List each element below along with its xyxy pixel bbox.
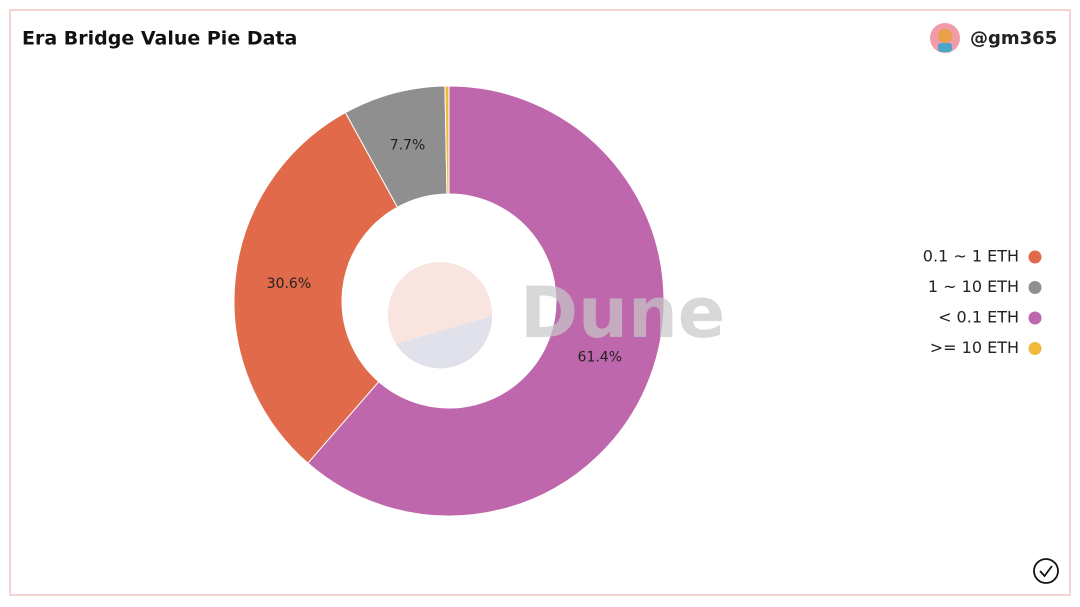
legend-swatch [1028, 342, 1042, 355]
legend-label: 1 ~ 10 ETH [928, 277, 1019, 296]
slice-label: 61.4% [578, 349, 622, 365]
watermark-logo [387, 262, 493, 369]
legend-swatch [1028, 311, 1042, 325]
slice [307, 85, 665, 517]
donut: 61.4% 30.6% 7.7% [233, 85, 665, 517]
legend: 0.1 ~ 1 ETH 1 ~ 10 ETH < 0.1 ETH >= 10 ETH [923, 247, 1042, 357]
legend-label: < 0.1 ETH [938, 308, 1019, 327]
slice-label: 7.7% [390, 137, 426, 153]
slice-label: 30.6% [267, 276, 311, 292]
user-name[interactable]: @gm365 [970, 28, 1057, 49]
check-icon[interactable] [1033, 558, 1059, 584]
legend-label: 0.1 ~ 1 ETH [923, 247, 1019, 266]
avatar [930, 23, 960, 53]
legend-swatch [1028, 250, 1042, 264]
watermark: Dune [520, 272, 725, 354]
legend-swatch [1028, 281, 1042, 294]
slice [233, 111, 399, 464]
chart-title: Era Bridge Value Pie Data [22, 28, 297, 50]
slice [444, 85, 450, 195]
legend-label: >= 10 ETH [930, 338, 1019, 357]
